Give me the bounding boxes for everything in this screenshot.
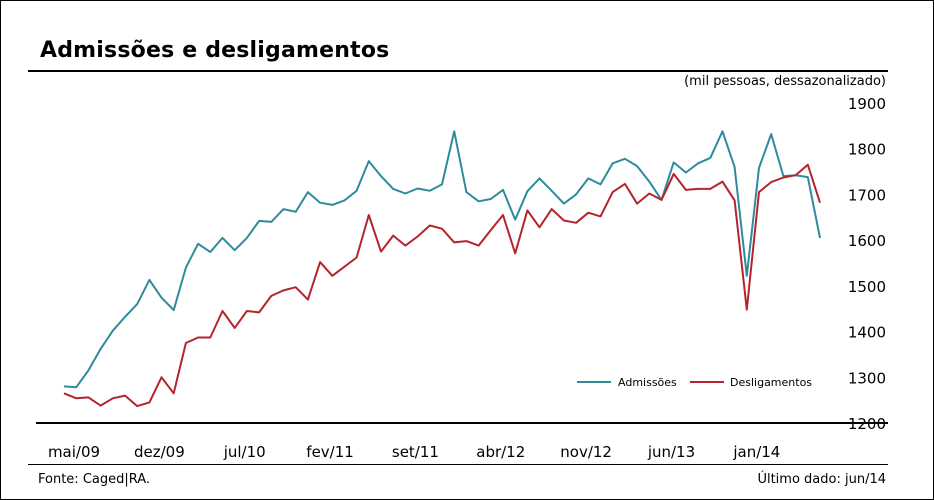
chart-title: Admissões e desligamentos <box>40 38 390 63</box>
y-tick-label: 1800 <box>848 141 886 159</box>
x-tick-label: fev/11 <box>306 443 354 461</box>
series-line-desligamentos <box>63 163 821 408</box>
unit-label: (mil pessoas, dessazonalizado) <box>684 74 886 89</box>
x-tick-label: mai/09 <box>48 443 100 461</box>
series-line-admissoes <box>63 130 821 389</box>
x-tick-label: jul/10 <box>223 443 266 461</box>
x-tick-label: set/11 <box>392 443 439 461</box>
x-tick-label: abr/12 <box>476 443 525 461</box>
y-tick-label: 1600 <box>848 232 886 250</box>
source-note: Fonte: Caged|RA. <box>38 472 151 487</box>
title-rule <box>28 70 888 72</box>
y-tick-label: 1900 <box>848 95 886 113</box>
y-tick-label: 1700 <box>848 186 886 204</box>
y-tick-label: 1500 <box>848 278 886 296</box>
y-tick-label: 1400 <box>848 324 886 342</box>
series-lines <box>63 130 821 408</box>
footer-rule <box>28 464 888 465</box>
last-data-note: Último dado: jun/14 <box>757 472 886 487</box>
x-tick-label: nov/12 <box>560 443 612 461</box>
y-tick-label: 1300 <box>848 369 886 387</box>
x-tick-label: jun/13 <box>647 443 695 461</box>
x-tick-label: jan/14 <box>732 443 780 461</box>
legend-label: Desligamentos <box>730 376 812 389</box>
x-axis-ticks: mai/09 dez/09 jul/10 fev/11 set/11 abr/12 nov/… <box>48 443 780 461</box>
legend-label: Admissões <box>618 376 677 389</box>
legend: Admissões Desligamentos <box>577 376 812 389</box>
x-tick-label: dez/09 <box>134 443 185 461</box>
